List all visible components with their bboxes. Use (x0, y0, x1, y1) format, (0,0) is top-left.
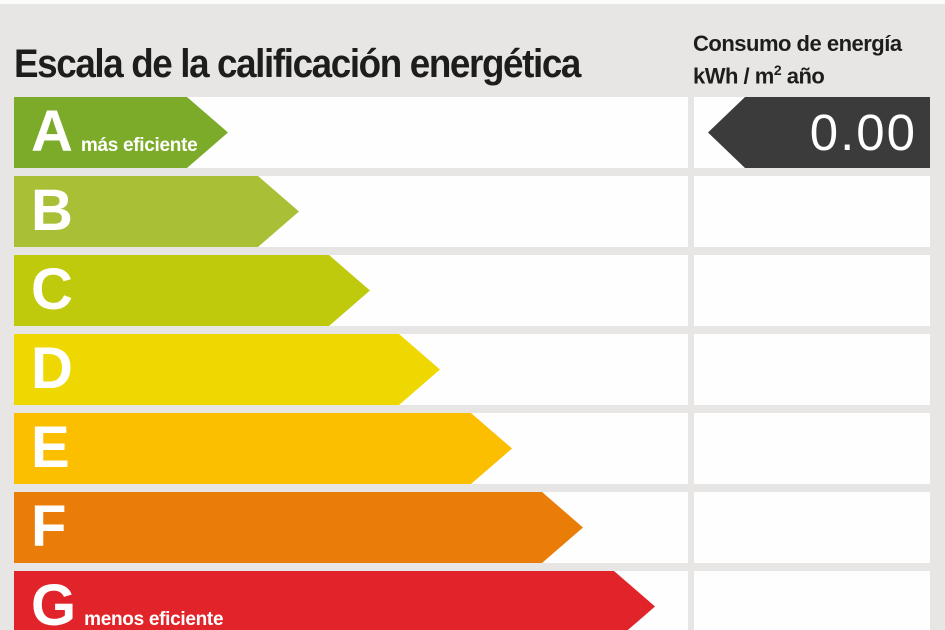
rating-row-b: B (0, 176, 945, 247)
consumption-header: Consumo de energía kWh / m2 año (693, 31, 943, 89)
rating-row-a: A más eficiente 0.00 (0, 97, 945, 168)
top-strip (0, 0, 945, 4)
rating-bar-b: B (14, 176, 299, 247)
efficiency-note-least: menos eficiente (84, 609, 224, 630)
rating-row-f: F (0, 492, 945, 563)
rating-row-g: G menos eficiente (0, 571, 945, 630)
rating-row-c-right-cell (694, 255, 930, 326)
consumption-unit: kWh / m2 año (693, 57, 943, 89)
consumption-header-line1: Consumo de energía (693, 31, 902, 56)
grade-letter-c: C (31, 257, 72, 322)
grade-letter-b: B (31, 178, 72, 243)
consumption-unit-suffix: año (781, 63, 825, 89)
rating-bar-e: E (14, 413, 512, 484)
page-title: Escala de la calificación energética (14, 42, 581, 86)
rating-bar-c: C (14, 255, 370, 326)
rating-row-a-left-cell: A más eficiente (14, 97, 688, 168)
rating-scale: A más eficiente 0.00 B C (0, 97, 945, 630)
rating-bar-f: F (14, 492, 583, 563)
grade-letter-g: G (31, 573, 76, 630)
consumption-unit-sup: 2 (773, 62, 782, 78)
rating-bar-d: D (14, 334, 440, 405)
consumption-value: 0.00 (809, 104, 917, 161)
grade-letter-d: D (31, 336, 72, 401)
consumption-unit-prefix: kWh / m (693, 63, 774, 89)
rating-bar-g: G menos eficiente (14, 571, 655, 630)
rating-row-f-left-cell: F (14, 492, 688, 563)
rating-row-e: E (0, 413, 945, 484)
grade-letter-e: E (31, 415, 69, 480)
rating-row-d-right-cell (694, 334, 930, 405)
rating-row-b-right-cell (694, 176, 930, 247)
rating-row-a-right-cell: 0.00 (694, 97, 930, 168)
grade-letter-a: A (31, 99, 72, 164)
rating-row-b-left-cell: B (14, 176, 688, 247)
rating-row-d-left-cell: D (14, 334, 688, 405)
rating-row-f-right-cell (694, 492, 930, 563)
rating-row-d: D (0, 334, 945, 405)
rating-row-c: C (0, 255, 945, 326)
rating-row-g-left-cell: G menos eficiente (14, 571, 688, 630)
rating-row-e-left-cell: E (14, 413, 688, 484)
efficiency-note-most: más eficiente (80, 135, 198, 156)
rating-row-e-right-cell (694, 413, 930, 484)
grade-letter-f: F (31, 494, 66, 559)
rating-bar-a: A más eficiente (14, 97, 228, 168)
rating-row-c-left-cell: C (14, 255, 688, 326)
consumption-arrow: 0.00 (708, 97, 930, 168)
rating-row-g-right-cell (694, 571, 930, 630)
